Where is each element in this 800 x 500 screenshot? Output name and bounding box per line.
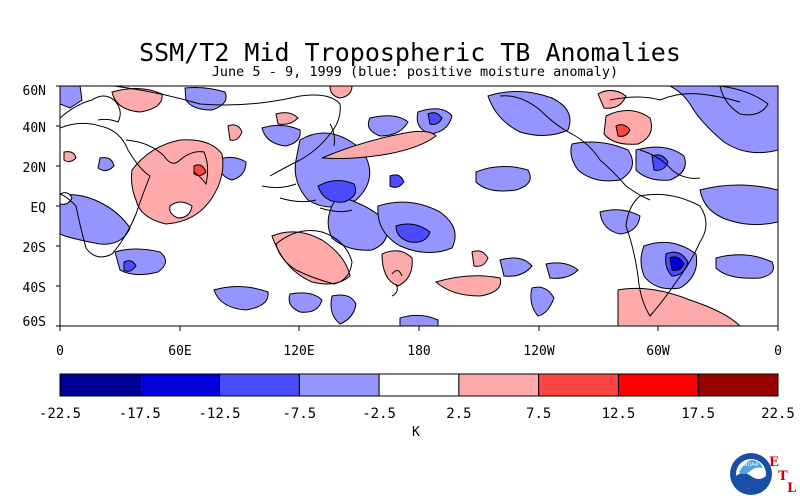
x-axis-ticks	[59, 326, 779, 331]
y-label-60s: 60S	[23, 315, 46, 330]
colorbar-swatch	[59, 373, 141, 397]
y-axis-ticks	[56, 85, 60, 327]
colorbar-swatch	[538, 373, 619, 397]
y-label-eq: EQ	[30, 201, 46, 216]
map-title: SSM/T2 Mid Tropospheric TB Anomalies	[139, 38, 681, 67]
x-label-60e: 60E	[168, 344, 191, 359]
colorbar-tick-label: -17.5	[119, 406, 161, 422]
coastlines	[60, 86, 769, 317]
x-label-0: 0	[56, 344, 64, 359]
y-label-20n: 20N	[23, 161, 46, 176]
colorbar-tick-label: -12.5	[198, 406, 240, 422]
colorbar-tick-label: 22.5	[761, 406, 795, 422]
colorbar-swatch	[697, 373, 779, 397]
x-label-120e: 120E	[283, 344, 314, 359]
y-label-60n: 60N	[23, 84, 46, 99]
colorbar-labels: -22.5 -17.5 -12.5 -7.5 -2.5 2.5 7.5 12.5 17.5 22.…	[39, 406, 795, 422]
colorbar-tick-label: 7.5	[526, 406, 551, 422]
x-label-60w: 60W	[646, 344, 670, 359]
colorbar-units: K	[412, 425, 420, 440]
x-label-0-end: 0	[774, 344, 782, 359]
colorbar	[59, 373, 779, 397]
noaa-logo-text: NOAA	[744, 462, 759, 468]
colorbar-tick-label: -22.5	[39, 406, 81, 422]
y-label-40n: 40N	[23, 121, 46, 136]
x-axis-labels: 0 60E 120E 180 120W 60W 0	[56, 344, 782, 359]
colorbar-swatch	[378, 373, 460, 397]
colorbar-tick-label: 17.5	[681, 406, 715, 422]
x-label-120w: 120W	[523, 344, 554, 359]
x-label-180: 180	[407, 344, 430, 359]
colorbar-tick-label: 12.5	[602, 406, 636, 422]
etl-letter-e: E	[769, 455, 779, 470]
colorbar-swatch	[219, 373, 300, 397]
etl-letter-l: L	[787, 481, 797, 496]
colorbar-tick-label: 2.5	[446, 406, 471, 422]
y-label-20s: 20S	[23, 241, 46, 256]
y-label-40s: 40S	[23, 281, 46, 296]
colorbar-swatch	[617, 373, 699, 397]
etl-letter-t: T	[778, 469, 788, 484]
y-axis-labels: 60N 40N 20N EQ 20S 40S 60S	[23, 84, 47, 330]
colorbar-swatch	[298, 373, 380, 397]
noaa-logo: NOAA	[730, 453, 772, 495]
colorbar-swatch	[139, 373, 221, 397]
colorbar-tick-label: -7.5	[282, 406, 316, 422]
colorbar-tick-label: -2.5	[362, 406, 396, 422]
colorbar-swatch	[458, 373, 540, 397]
map-subtitle: June 5 - 9, 1999 (blue: positive moistur…	[211, 64, 619, 80]
anomaly-fields	[60, 86, 778, 326]
